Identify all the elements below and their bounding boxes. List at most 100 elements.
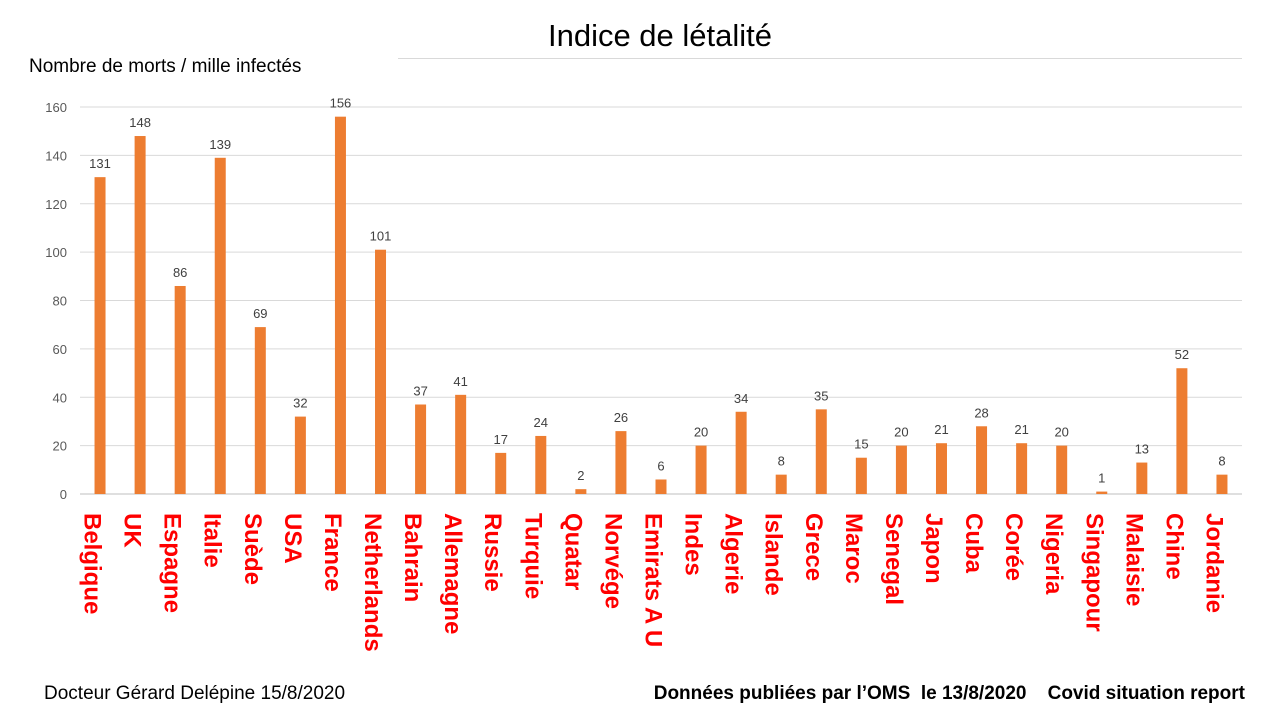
category-label: USA	[279, 513, 306, 564]
data-label: 35	[814, 388, 828, 403]
bar	[415, 404, 427, 494]
bars	[94, 116, 1228, 495]
y-tick-label: 20	[53, 439, 67, 454]
data-label: 20	[894, 425, 908, 440]
category-label: France	[319, 513, 346, 592]
data-labels: 1311488613969321561013741172422662034835…	[89, 96, 1225, 486]
data-label: 131	[89, 156, 111, 171]
y-tick-label: 40	[53, 390, 67, 405]
bar	[94, 177, 106, 495]
data-label: 52	[1175, 347, 1189, 362]
bar	[855, 457, 867, 494]
category-label: Grece	[800, 513, 827, 581]
bar	[294, 416, 306, 494]
data-source: Données publiées par l’OMS le 13/8/2020 …	[653, 683, 1245, 704]
data-label: 24	[534, 415, 548, 430]
category-label: Bahrain	[399, 513, 426, 602]
data-label: 21	[934, 422, 948, 437]
bar	[254, 327, 266, 494]
data-label: 32	[293, 396, 307, 411]
data-label: 148	[129, 115, 151, 130]
bar	[495, 452, 507, 494]
category-label: Allemagne	[439, 513, 466, 634]
category-labels: Belgique UK Espagne Italie Suède USA France Net…	[79, 513, 1228, 652]
bar	[815, 409, 827, 494]
bar	[174, 285, 186, 494]
category-label: Algerie	[720, 513, 747, 594]
data-label: 28	[974, 405, 988, 420]
bar	[214, 157, 226, 494]
category-label: UK	[119, 513, 146, 548]
data-label: 20	[694, 425, 708, 440]
bar	[775, 474, 787, 494]
bar	[735, 411, 747, 494]
data-label: 41	[453, 374, 467, 389]
category-label: Jordanie	[1200, 513, 1227, 613]
bar	[695, 445, 707, 494]
bar	[1016, 443, 1028, 494]
category-label: Singapour	[1080, 513, 1107, 632]
category-label: Corée	[1000, 513, 1027, 581]
title-divider	[398, 58, 1242, 59]
bar	[375, 249, 387, 494]
data-label: 6	[657, 458, 664, 473]
data-label: 15	[854, 437, 868, 452]
y-tick-label: 100	[45, 245, 67, 260]
y-tick-label: 160	[45, 100, 67, 115]
data-label: 17	[493, 432, 507, 447]
data-label: 34	[734, 391, 748, 406]
category-label: Senegal	[880, 513, 907, 605]
data-label: 69	[253, 306, 267, 321]
category-label: Quatar	[559, 513, 586, 590]
bar	[935, 443, 947, 494]
bar	[1216, 474, 1228, 494]
bar	[535, 435, 547, 494]
bar	[134, 136, 146, 494]
bar	[575, 489, 587, 494]
bar	[1136, 462, 1148, 494]
category-label: Suède	[239, 513, 266, 585]
category-label: Malaisie	[1120, 513, 1147, 606]
data-label: 8	[1218, 454, 1225, 469]
data-label: 86	[173, 265, 187, 280]
y-axis-ticks: 0 20 40 60 80 100 120 140 160	[45, 100, 67, 502]
bar	[1176, 368, 1188, 494]
author-credit: Docteur Gérard Delépine 15/8/2020	[44, 683, 346, 704]
category-label: Espagne	[159, 513, 186, 613]
bar	[895, 445, 907, 494]
category-label: Norvége	[599, 513, 626, 609]
category-label: Netherlands	[359, 513, 386, 652]
category-label: Nigeria	[1040, 513, 1067, 595]
category-label: Belgique	[79, 513, 106, 614]
y-tick-label: 120	[45, 197, 67, 212]
bar	[1096, 491, 1108, 494]
data-label: 2	[577, 468, 584, 483]
data-label: 20	[1054, 425, 1068, 440]
category-label: Russie	[479, 513, 506, 592]
data-label: 101	[370, 229, 392, 244]
category-label: Italie	[199, 513, 226, 568]
data-label: 8	[778, 454, 785, 469]
category-label: Maroc	[840, 513, 867, 584]
category-label: Emirats A U	[640, 513, 667, 647]
y-tick-label: 140	[45, 148, 67, 163]
category-label: Chine	[1160, 513, 1187, 580]
data-label: 156	[330, 96, 352, 111]
data-label: 26	[614, 410, 628, 425]
bar	[976, 426, 988, 494]
data-label: 21	[1014, 422, 1028, 437]
data-label: 37	[413, 384, 427, 399]
data-label: 13	[1135, 442, 1149, 457]
y-tick-label: 60	[53, 342, 67, 357]
category-label: Islande	[760, 513, 787, 596]
category-label: Cuba	[960, 513, 987, 574]
y-tick-label: 0	[60, 487, 67, 502]
category-label: Indes	[680, 513, 707, 576]
chart-title: Indice de létalité	[547, 18, 773, 53]
bar	[334, 116, 346, 495]
bar	[455, 394, 467, 494]
bar	[1056, 445, 1068, 494]
data-label: 1	[1098, 471, 1105, 486]
category-label: Turquie	[519, 513, 546, 599]
